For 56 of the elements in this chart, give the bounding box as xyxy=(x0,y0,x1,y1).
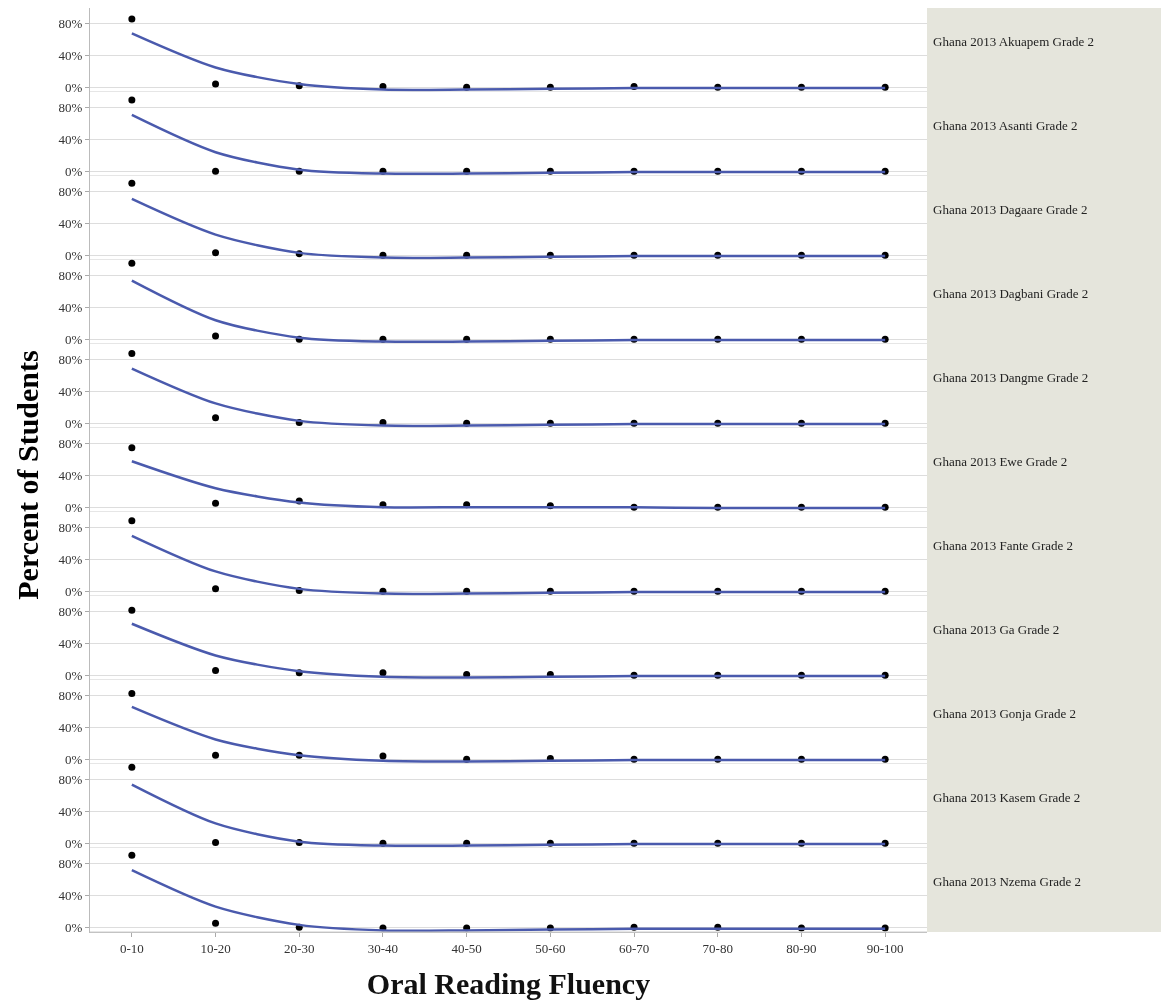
x-tick-label: 90-100 xyxy=(866,940,904,956)
y-axis-title: Percent of Students xyxy=(11,350,45,600)
y-tick-label: 80% xyxy=(58,16,83,32)
x-tick-label: 10-20 xyxy=(200,940,231,956)
y-tick-label: 0% xyxy=(65,247,83,263)
y-tick-label: 0% xyxy=(65,415,83,431)
y-tick-label: 0% xyxy=(65,583,83,599)
x-tick-label: 80-90 xyxy=(786,940,817,956)
y-tick-label: 80% xyxy=(58,100,83,116)
x-tick-label: 50-60 xyxy=(535,940,566,956)
x-tick-label: 0-10 xyxy=(119,940,144,956)
y-tick-label: 40% xyxy=(58,720,83,736)
text: Ghana 2013 Kasem Grade 2 xyxy=(933,790,1081,805)
x-tick-label: 60-70 xyxy=(618,940,650,956)
y-tick-label: 80% xyxy=(58,520,83,536)
text: Ghana 2013 Nzema Grade 2 xyxy=(933,874,1081,889)
y-tick-label: 40% xyxy=(58,804,83,820)
text: Ghana 2013 Ewe Grade 2 xyxy=(933,454,1068,469)
y-tick-label: 40% xyxy=(58,300,83,316)
y-tick-label: 40% xyxy=(58,552,83,568)
text: Ghana 2013 Ga Grade 2 xyxy=(933,622,1060,637)
y-tick-label: 80% xyxy=(58,604,83,620)
text: Ghana 2013 Dagaare Grade 2 xyxy=(933,202,1088,217)
y-tick-label: 80% xyxy=(58,772,83,788)
y-tick-label: 40% xyxy=(58,132,83,148)
y-tick-label: 0% xyxy=(65,919,83,935)
y-tick-label: 80% xyxy=(58,184,83,200)
y-tick-label: 0% xyxy=(65,163,83,179)
text: Ghana 2013 Akuapem Grade 2 xyxy=(933,34,1095,49)
x-tick-label: 20-30 xyxy=(284,940,315,956)
x-axis-title: Oral Reading Fluency xyxy=(366,967,651,1001)
y-tick-label: 40% xyxy=(58,636,83,652)
y-tick-label: 0% xyxy=(65,751,83,767)
y-tick-label: 0% xyxy=(65,667,83,683)
y-tick-label: 0% xyxy=(65,835,83,851)
y-tick-label: 40% xyxy=(58,48,83,64)
x-tick-label: 40-50 xyxy=(451,940,482,956)
text: Ghana 2013 Fante Grade 2 xyxy=(933,538,1074,553)
x-tick-label: 30-40 xyxy=(367,940,399,956)
y-tick-label: 40% xyxy=(58,384,83,400)
y-tick-label: 0% xyxy=(65,79,83,95)
y-tick-label: 40% xyxy=(58,888,83,904)
text: Ghana 2013 Gonja Grade 2 xyxy=(933,706,1076,721)
y-tick-label: 0% xyxy=(65,331,83,347)
y-tick-label: 80% xyxy=(58,856,83,872)
text: Ghana 2013 Dagbani Grade 2 xyxy=(933,286,1089,301)
y-tick-label: 80% xyxy=(58,352,83,368)
y-tick-label: 80% xyxy=(58,436,83,452)
text: Ghana 2013 Asanti Grade 2 xyxy=(933,118,1078,133)
y-tick-label: 40% xyxy=(58,468,83,484)
y-tick-label: 0% xyxy=(65,499,83,515)
x-tick-label: 70-80 xyxy=(702,940,733,956)
text: Ghana 2013 Dangme Grade 2 xyxy=(933,370,1089,385)
y-tick-label: 80% xyxy=(58,688,83,704)
y-tick-label: 80% xyxy=(58,268,83,284)
y-tick-label: 40% xyxy=(58,216,83,232)
